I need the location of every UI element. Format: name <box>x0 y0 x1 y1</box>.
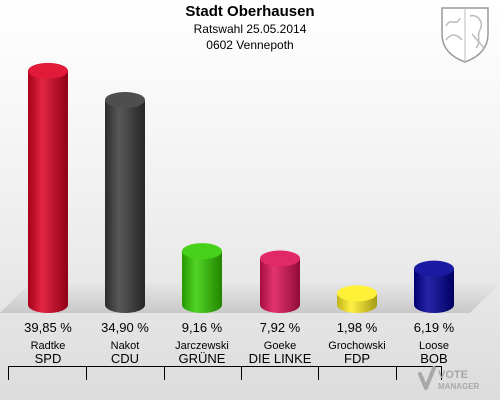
bar-cdu <box>105 91 145 314</box>
axis-tick <box>396 366 397 380</box>
bar-top <box>414 260 454 277</box>
bar-die-linke <box>260 250 300 313</box>
bar-body <box>182 251 222 313</box>
chart-subtitle: Ratswahl 25.05.2014 <box>193 22 307 36</box>
axis-tick <box>164 366 165 380</box>
district-label: 0602 Vennepoth <box>206 38 294 52</box>
axis-tick <box>8 366 9 380</box>
coat-of-arms-icon <box>441 7 489 63</box>
bar-body <box>414 268 454 313</box>
axis-tick <box>318 366 319 380</box>
bar-top <box>260 250 300 267</box>
bar-top <box>105 91 145 108</box>
bar-top <box>182 243 222 260</box>
category-axis-line <box>8 366 442 367</box>
bar-spd <box>28 62 68 313</box>
bar-body <box>28 70 68 313</box>
chart-header: Stadt Oberhausen Ratswahl 25.05.2014 060… <box>0 3 500 53</box>
bar-body <box>105 99 145 314</box>
bar-top <box>337 285 377 302</box>
axis-tick <box>441 366 442 380</box>
bar-body <box>260 258 300 313</box>
bar-bob <box>414 260 454 313</box>
bar-fdp <box>337 285 377 313</box>
vote-manager-logo: VOTE MANAGER <box>418 366 480 391</box>
bar-grüne <box>182 243 222 313</box>
watermark-line1: VOTE <box>438 369 468 381</box>
watermark-line2: MANAGER <box>438 382 480 391</box>
axis-tick <box>86 366 87 380</box>
bar-top <box>28 62 68 79</box>
chart-title: Stadt Oberhausen <box>185 3 315 20</box>
axis-tick <box>241 366 242 380</box>
